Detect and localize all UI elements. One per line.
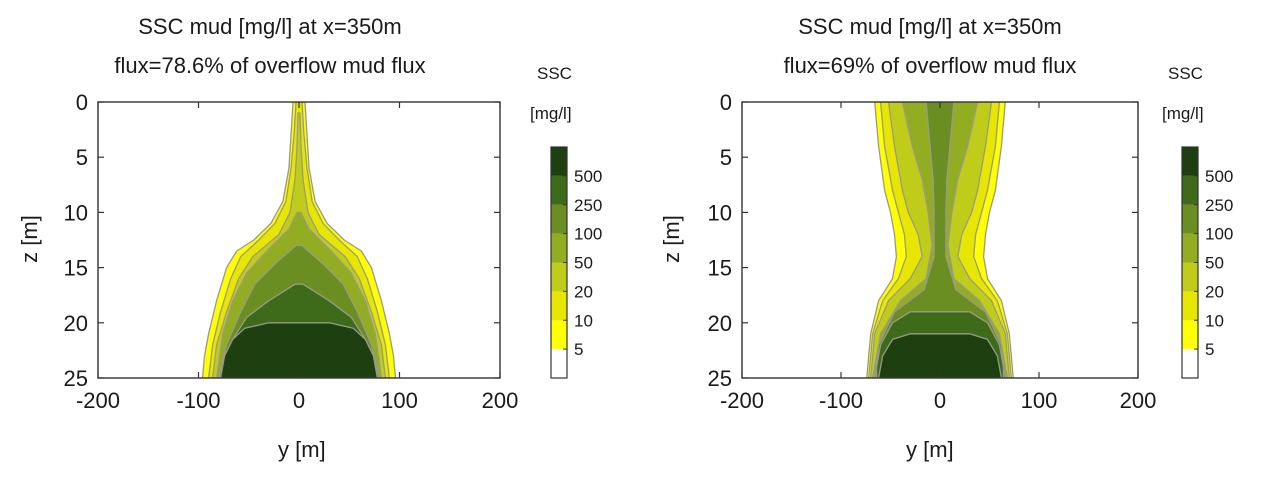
colorbar-swatch: [1182, 175, 1198, 205]
colorbar-label: 10: [574, 311, 593, 330]
colorbar-label: 50: [1205, 254, 1224, 273]
colorbar-label: 500: [1205, 167, 1233, 186]
contour-plot: -200 -100 0 100 200 0 5 10 15 20 25 5 10 20 50 100 250 50…: [64, 90, 603, 413]
x-tick-label: 100: [1021, 388, 1058, 413]
y-tick-label: 15: [64, 256, 88, 281]
colorbar-swatch: [1182, 320, 1198, 350]
colorbar-swatch: [551, 349, 567, 378]
y-tick-label: 0: [76, 90, 88, 115]
colorbar-label: 250: [574, 196, 602, 215]
contour-band-500: [219, 322, 379, 378]
x-tick-label: 200: [482, 388, 519, 413]
x-tick-label: -100: [819, 388, 863, 413]
chart-subtitle: flux=78.6% of overflow mud flux: [114, 53, 426, 78]
chart-title: SSC mud [mg/l] at x=350m: [138, 14, 402, 39]
contour-fill-group: [866, 102, 1014, 378]
x-tick-label: 200: [1120, 388, 1157, 413]
x-tick-label: 100: [381, 388, 418, 413]
y-tick-label: 25: [64, 366, 88, 391]
colorbar-title: SSC: [1168, 64, 1203, 83]
colorbar-swatch: [1182, 204, 1198, 234]
chart-panel-right: SSC mud [mg/l] at x=350m flux=69% of ove…: [644, 0, 1288, 498]
colorbar-swatch: [1182, 147, 1198, 176]
colorbar-title: SSC: [537, 64, 572, 83]
x-tick-label: 0: [934, 388, 946, 413]
colorbar-unit: [mg/l]: [530, 104, 572, 123]
colorbar-unit: [mg/l]: [1162, 104, 1204, 123]
chart-subtitle: flux=69% of overflow mud flux: [783, 53, 1077, 78]
chart-panel-left: SSC mud [mg/l] at x=350m flux=78.6% of o…: [17, 14, 603, 462]
colorbar-label: 100: [574, 225, 602, 244]
colorbar-swatch: [551, 291, 567, 321]
colorbar-label: 100: [1205, 225, 1233, 244]
colorbar-swatch: [1182, 349, 1198, 378]
x-tick-label: -200: [76, 388, 120, 413]
colorbar-label: 5: [1205, 340, 1214, 359]
colorbar-label: 50: [574, 254, 593, 273]
y-tick-label: 0: [720, 90, 732, 115]
y-tick-label: 5: [76, 145, 88, 170]
colorbar-swatch: [551, 233, 567, 263]
y-tick-label: 15: [708, 256, 732, 281]
colorbar-swatch: [1182, 291, 1198, 321]
y-tick-label: 10: [708, 200, 732, 225]
y-tick-label: 10: [64, 200, 88, 225]
colorbar-swatch: [551, 204, 567, 234]
colorbar-label: 20: [1205, 282, 1224, 301]
y-tick-label: 5: [720, 145, 732, 170]
contour-band-100: [874, 102, 1006, 378]
x-tick-label: -100: [176, 388, 220, 413]
colorbar-swatch: [1182, 262, 1198, 292]
y-tick-label: 20: [708, 311, 732, 336]
y-tick-label: 20: [64, 311, 88, 336]
contour-plot: -200 -100 0 100 200 0 5 10 15 20 25 5 10 20 50 100 250 50…: [708, 90, 1234, 413]
chart-title: SSC mud [mg/l] at x=350m: [798, 14, 1062, 39]
colorbar-swatch: [551, 175, 567, 205]
colorbar-label: 500: [574, 167, 602, 186]
x-axis-label: y [m]: [278, 437, 326, 462]
colorbar-label: 5: [574, 340, 583, 359]
colorbar-label: 10: [1205, 311, 1224, 330]
x-axis-label: y [m]: [906, 437, 954, 462]
colorbar-swatch: [1182, 233, 1198, 263]
y-tick-label: 25: [708, 366, 732, 391]
colorbar-swatch: [551, 262, 567, 292]
x-tick-label: -200: [720, 388, 764, 413]
colorbar-label: 20: [574, 282, 593, 301]
contour-fill-group: [201, 102, 397, 378]
colorbar-label: 250: [1205, 196, 1233, 215]
colorbar-swatch: [551, 147, 567, 176]
contour-band-500: [877, 333, 1003, 378]
colorbar-swatch: [551, 320, 567, 350]
x-tick-label: 0: [293, 388, 305, 413]
